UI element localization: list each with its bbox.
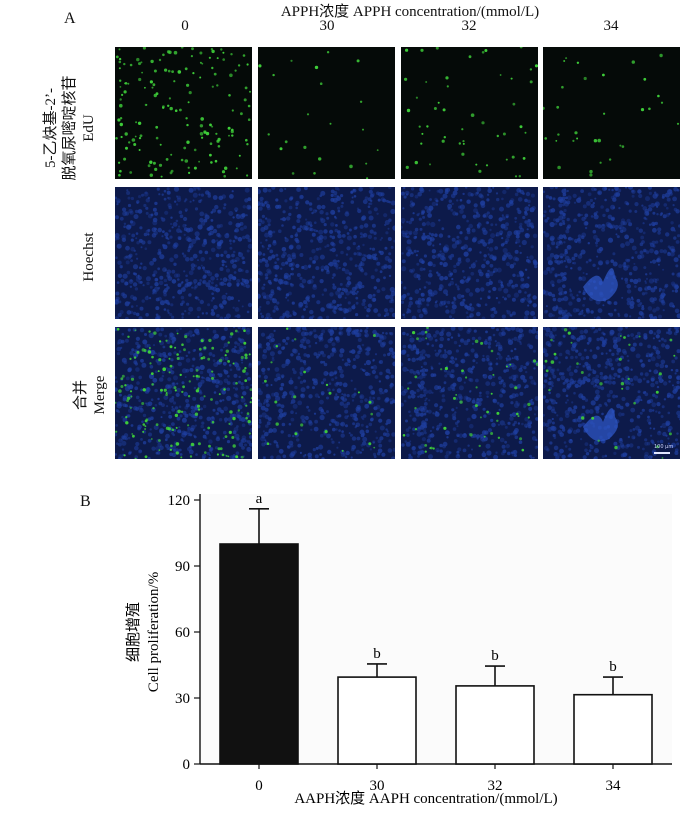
- row-label-merge-en: Merge: [92, 375, 108, 415]
- micrograph-edu-0: [115, 47, 252, 179]
- row-label-merge-zh: 合并: [73, 380, 89, 411]
- panel-a-letter: A: [64, 10, 76, 27]
- row-label-hoechst-en: Hoechst: [81, 232, 97, 282]
- row-label-merge: 合并 Merge: [72, 325, 112, 465]
- significance-label-30: b: [373, 646, 381, 662]
- column-label-34: 34: [603, 18, 619, 34]
- row-label-hoechst: Hoechst: [80, 177, 104, 337]
- y-tick-label-0: 0: [183, 757, 191, 773]
- y-axis-title-en: Cell proliferation/%: [146, 572, 162, 692]
- bar-34: [573, 693, 653, 765]
- micrograph-hoechst-30: [258, 187, 395, 319]
- panel-b-letter: B: [80, 493, 91, 510]
- significance-label-32: b: [491, 648, 499, 664]
- micrograph-merge-0: [115, 327, 252, 459]
- column-label-0: 0: [181, 18, 189, 34]
- significance-label-0: a: [256, 491, 263, 507]
- bar-32: [455, 685, 535, 765]
- x-axis-title: AAPH浓度 AAPH concentration/(mmol/L): [294, 790, 557, 807]
- micrograph-merge-32: [401, 327, 538, 459]
- x-tick-label-32: 32: [488, 778, 503, 794]
- micrograph-merge-30: [258, 327, 395, 459]
- y-tick-label-60: 60: [175, 625, 190, 641]
- micrograph-merge-34: [543, 327, 680, 459]
- y-tick-label-120: 120: [168, 493, 191, 509]
- row-label-edu-zh-2: 脱氧尿嘧啶核苷: [62, 75, 78, 181]
- scale-bar-label: 100 μm: [654, 444, 674, 450]
- micrograph-hoechst-0: [115, 187, 252, 319]
- micrograph-edu-32: [401, 47, 538, 179]
- column-label-30: 30: [319, 18, 335, 34]
- x-tick-label-0: 0: [255, 778, 263, 794]
- y-axis-title-zh: 细胞增殖: [125, 602, 142, 662]
- column-title: APPH浓度 APPH concentration/(mmol/L): [280, 4, 540, 20]
- column-label-32: 32: [461, 18, 477, 34]
- x-tick-label-34: 34: [606, 778, 622, 794]
- scale-bar: [654, 452, 670, 454]
- y-tick-label-30: 30: [175, 691, 190, 707]
- bar-0: [219, 543, 299, 765]
- bar-chart: 0 30 60 90 120 a 0 b 30 b 32 b 34 AAPH浓度 AAPH concent…: [125, 491, 672, 807]
- micrograph-edu-34: [543, 47, 680, 179]
- y-tick-label-90: 90: [175, 559, 190, 575]
- micrograph-edu-30: [258, 47, 395, 179]
- micrograph-hoechst-32: [401, 187, 538, 319]
- bar-30: [337, 676, 417, 765]
- x-tick-label-30: 30: [370, 778, 385, 794]
- row-label-edu-zh-1: 5-乙炔基-2’-: [43, 88, 59, 168]
- micrograph-hoechst-34: [543, 187, 680, 319]
- significance-label-34: b: [609, 659, 617, 675]
